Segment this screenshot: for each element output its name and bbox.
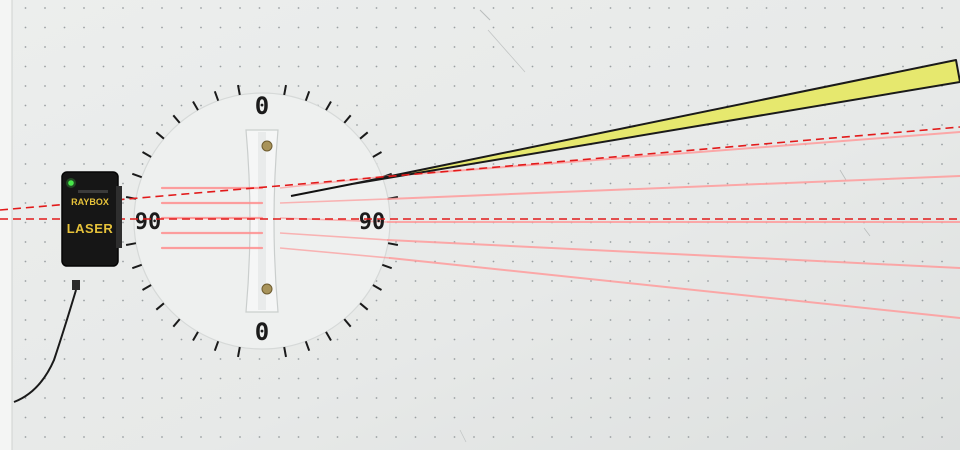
protractor-tick xyxy=(172,114,181,124)
protractor-tick xyxy=(237,346,241,358)
protractor-tick xyxy=(172,318,181,328)
laser-box-model: LASER xyxy=(67,221,114,236)
protractor-tick xyxy=(343,114,352,124)
protractor-tick xyxy=(381,263,393,270)
protractor-tick xyxy=(213,90,220,102)
protractor-tick xyxy=(325,100,332,111)
protractor-tick xyxy=(131,172,143,179)
protractor-tick xyxy=(131,263,143,270)
refracted-beams xyxy=(279,131,960,319)
lens-pin-bottom xyxy=(261,283,273,295)
protractor-tick xyxy=(325,331,332,342)
protractor-tick xyxy=(141,151,152,158)
protractor-tick xyxy=(213,340,220,352)
protractor-tick xyxy=(304,340,311,352)
protractor-tick xyxy=(304,90,311,102)
protractor-tick xyxy=(359,302,369,311)
protractor-tick xyxy=(192,331,199,342)
protractor-tick xyxy=(155,302,165,311)
protractor-tick xyxy=(343,318,352,328)
protractor-tick xyxy=(283,84,287,96)
protractor-tick xyxy=(125,242,137,246)
protractor-tick xyxy=(372,284,383,291)
divergence-wedge xyxy=(290,59,960,197)
protractor-tick xyxy=(387,242,399,246)
protractor-tick xyxy=(192,100,199,111)
protractor-tick xyxy=(141,284,152,291)
concave-lens xyxy=(245,129,279,313)
protractor-tick xyxy=(155,131,165,140)
protractor-tick xyxy=(359,131,369,140)
protractor-label-top: 0 xyxy=(255,92,269,120)
protractor-label-right: 90 xyxy=(359,210,386,235)
protractor-tick xyxy=(237,84,241,96)
laser-box xyxy=(13,171,122,403)
dashed-lines xyxy=(0,126,960,220)
protractor-tick xyxy=(283,346,287,358)
laser-box-brand: RAYBOX xyxy=(71,197,109,207)
incident-beams xyxy=(160,186,264,250)
lens-pin-top xyxy=(261,140,273,152)
protractor-tick xyxy=(372,151,383,158)
protractor-label-left: 90 xyxy=(135,210,162,235)
protractor-label-bottom: 0 xyxy=(255,318,269,346)
